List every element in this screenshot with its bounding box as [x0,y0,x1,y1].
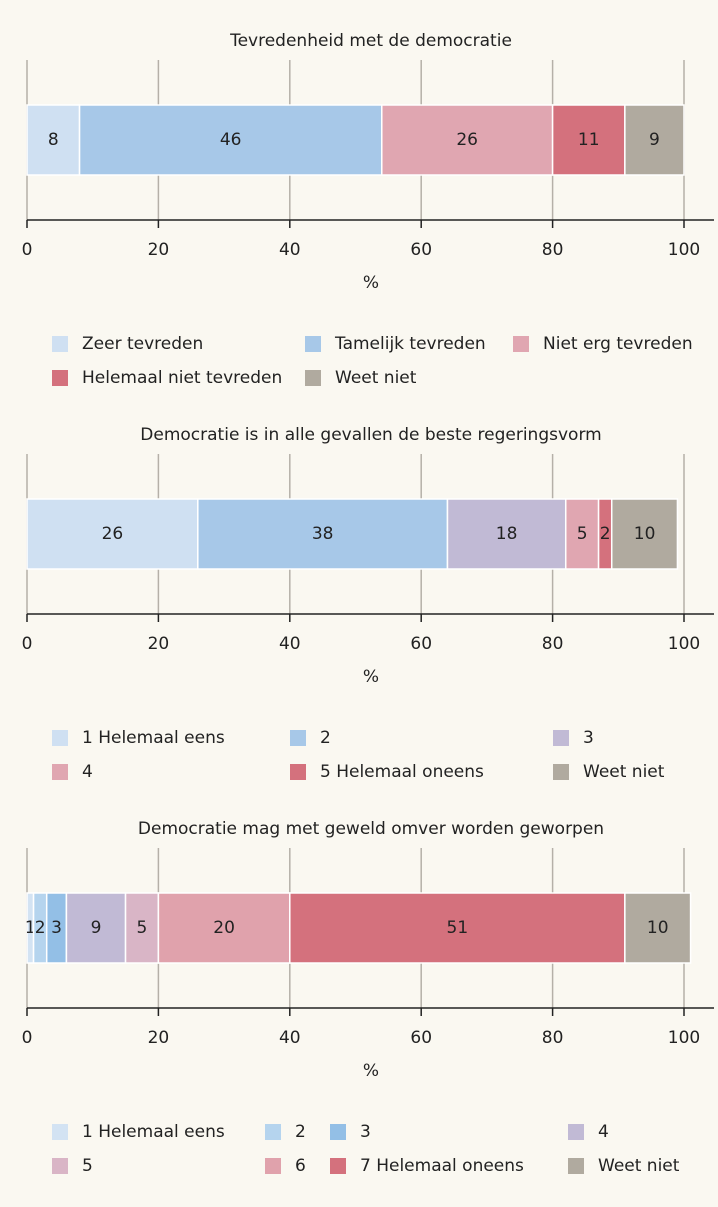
legend-swatch [290,730,306,746]
bar-segment [65,892,127,964]
x-tick-label: 100 [668,240,700,260]
bar-segment [157,892,291,964]
legend-label: 1 Helemaal eens [82,728,225,748]
x-tick-label: 0 [22,1028,33,1048]
legend-swatch [52,370,68,386]
legend-swatch [52,336,68,352]
x-tick-label: 20 [148,1028,170,1048]
bar-segment [624,892,692,964]
legend-swatch [553,764,569,780]
bar-segment [551,104,626,176]
data-label: 5 [577,524,588,544]
bar-segment [197,498,449,570]
bar-segment [624,104,685,176]
legend-label: Tamelijk tevreden [334,334,486,354]
x-tick-label: 60 [410,240,432,260]
x-axis-label: % [363,667,379,687]
legend-label: 4 [82,762,93,782]
x-tick-label: 100 [668,1028,700,1048]
legend-label: 4 [598,1122,609,1142]
legend-swatch [265,1158,281,1174]
legend-swatch [305,336,321,352]
legend-label: Niet erg tevreden [543,334,693,354]
data-label: 11 [578,130,600,150]
bar-segment [381,104,554,176]
x-tick-label: 80 [542,240,564,260]
legend-label: 5 Helemaal oneens [320,762,484,782]
data-label: 46 [220,130,242,150]
legend-label: 5 [82,1156,93,1176]
data-label: 3 [51,918,62,938]
x-axis-label: % [363,273,379,293]
legend-swatch [305,370,321,386]
legend-label: Zeer tevreden [82,334,203,354]
legend-label: Helemaal niet tevreden [82,368,282,388]
x-tick-label: 60 [410,1028,432,1048]
x-tick-label: 60 [410,634,432,654]
bar-segment [78,104,383,176]
x-tick-label: 20 [148,634,170,654]
bar-segment [26,498,199,570]
chart-title: Democratie is in alle gevallen de beste … [140,425,601,445]
legend-swatch [330,1158,346,1174]
legend-swatch [52,1124,68,1140]
x-tick-label: 40 [279,1028,301,1048]
legend-swatch [568,1124,584,1140]
data-label: 1 [25,918,36,938]
data-label: 20 [213,918,235,938]
legend-label: Weet niet [598,1156,680,1176]
legend-swatch [568,1158,584,1174]
legend-swatch [290,764,306,780]
chart-title: Democratie mag met geweld omver worden g… [138,819,604,839]
x-axis-label: % [363,1061,379,1081]
legend-swatch [330,1124,346,1140]
data-label: 26 [456,130,478,150]
legend-swatch [52,730,68,746]
data-label: 38 [312,524,334,544]
legend-swatch [265,1124,281,1140]
x-tick-label: 80 [542,634,564,654]
legend-label: Weet niet [335,368,417,388]
legend-swatch [52,1158,68,1174]
chart-title: Tevredenheid met de democratie [229,31,512,51]
data-label: 8 [48,130,59,150]
bar-segment [446,498,567,570]
legend-label: Weet niet [583,762,665,782]
x-tick-label: 40 [279,240,301,260]
data-label: 9 [91,918,102,938]
data-label: 26 [102,524,124,544]
legend-swatch [553,730,569,746]
data-label: 2 [35,918,46,938]
legend-label: 1 Helemaal eens [82,1122,225,1142]
x-tick-label: 40 [279,634,301,654]
bar-segment [289,892,626,964]
legend-swatch [513,336,529,352]
x-tick-label: 80 [542,1028,564,1048]
legend-label: 7 Helemaal oneens [360,1156,524,1176]
x-tick-label: 100 [668,634,700,654]
legend-swatch [52,764,68,780]
data-label: 10 [647,918,669,938]
legend-label: 3 [360,1122,371,1142]
x-tick-label: 0 [22,634,33,654]
x-tick-label: 0 [22,240,33,260]
bar-segment [610,498,679,570]
data-label: 9 [649,130,660,150]
legend-label: 2 [295,1122,306,1142]
data-label: 18 [496,524,518,544]
legend-label: 3 [583,728,594,748]
data-label: 5 [137,918,148,938]
legend-label: 6 [295,1156,306,1176]
data-label: 2 [600,524,611,544]
data-label: 10 [634,524,656,544]
x-tick-label: 20 [148,240,170,260]
legend-label: 2 [320,728,331,748]
data-label: 51 [447,918,469,938]
bar-segment [124,892,160,964]
